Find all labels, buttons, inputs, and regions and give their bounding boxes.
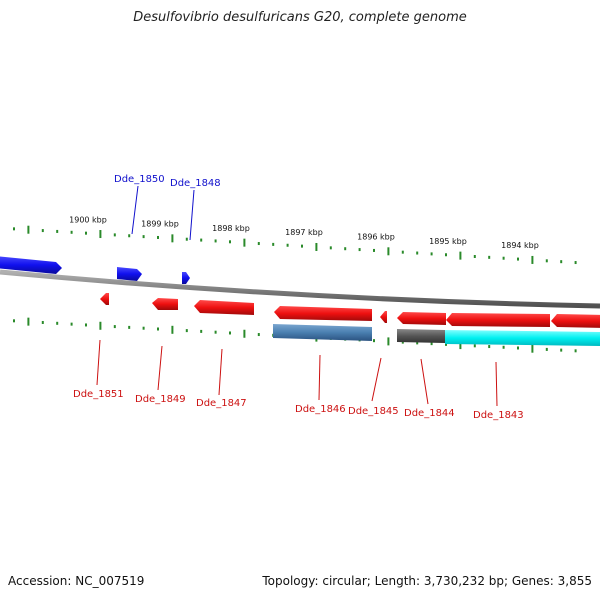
kbp-label: 1896 kbp (357, 233, 395, 242)
gene-label-text: Dde_1849 (135, 394, 186, 405)
gene-label-text: Dde_1845 (348, 406, 399, 417)
label-leader (96, 339, 101, 386)
gene-label-reverse[interactable]: Dde_1847 (196, 348, 247, 409)
gene-label-reverse[interactable]: Dde_1846 (295, 354, 346, 415)
label-leader (189, 189, 195, 241)
gene-label-text: Dde_1851 (73, 389, 124, 400)
gene-reverse-arrow[interactable] (274, 306, 372, 321)
kbp-label-group: 1900 kbp 1899 kbp 1898 kbp 1897 kbp 1896 kbp… (69, 215, 539, 250)
gene-label-text: Dde_1850 (114, 174, 165, 185)
gene-label-forward[interactable]: Dde_1848 (170, 178, 221, 241)
kbp-label: 1897 kbp (285, 228, 323, 237)
gene-reverse-arrow[interactable] (152, 298, 178, 310)
gene-label-text: Dde_1848 (170, 178, 221, 189)
label-leader (131, 185, 139, 235)
gene-label-reverse[interactable]: Dde_1851 (73, 339, 124, 400)
accession-label: Accession: NC_007519 (8, 574, 145, 588)
gene-forward-arrow[interactable] (0, 256, 62, 274)
gene-reverse-arrow[interactable] (380, 311, 387, 323)
kbp-label: 1899 kbp (141, 220, 179, 229)
feature-block-steel[interactable] (273, 324, 372, 341)
gene-label-text: Dde_1846 (295, 404, 346, 415)
label-leader (371, 357, 382, 402)
label-leader (318, 354, 321, 401)
kbp-label: 1898 kbp (212, 224, 250, 233)
gene-label-reverse[interactable]: Dde_1843 (473, 361, 524, 421)
gene-reverse-arrow[interactable] (446, 313, 550, 327)
gene-label-reverse[interactable]: Dde_1844 (404, 358, 455, 419)
kbp-label: 1900 kbp (69, 215, 107, 224)
kbp-label: 1895 kbp (429, 237, 467, 246)
kbp-label: 1894 kbp (501, 241, 539, 250)
gene-label-reverse[interactable]: Dde_1849 (135, 345, 186, 405)
genome-summary: Topology: circular; Length: 3,730,232 bp… (262, 574, 592, 588)
genome-title: Desulfovibrio desulfuricans G20, complet… (133, 10, 467, 25)
gene-label-text: Dde_1847 (196, 398, 247, 409)
label-leader (420, 358, 429, 405)
gene-label-reverse[interactable]: Dde_1845 (348, 357, 399, 417)
gene-label-text: Dde_1843 (473, 410, 524, 421)
gene-reverse-arrow[interactable] (397, 312, 446, 325)
gene-label-forward[interactable]: Dde_1850 (114, 174, 165, 235)
label-leader (157, 345, 163, 391)
genome-backbone (0, 269, 600, 309)
gene-reverse-arrow[interactable] (194, 300, 254, 315)
gene-label-text: Dde_1844 (404, 408, 455, 419)
gene-reverse-arrow[interactable] (100, 293, 109, 305)
gene-reverse-arrow[interactable] (551, 314, 600, 328)
feature-block-cyan[interactable] (445, 330, 600, 346)
label-leader (218, 348, 223, 396)
feature-block-dark[interactable] (397, 329, 445, 343)
label-leader (495, 361, 498, 407)
gene-forward-arrow[interactable] (117, 267, 142, 281)
tick-row-outer (13, 225, 577, 265)
gene-forward-arrow[interactable] (182, 272, 190, 284)
